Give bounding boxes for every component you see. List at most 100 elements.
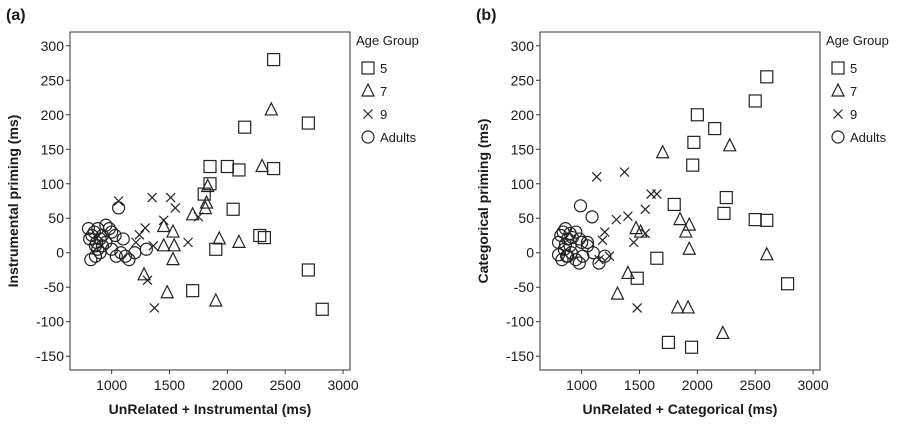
data-point-x bbox=[599, 227, 610, 237]
legend-marker-triangle bbox=[831, 82, 845, 97]
x-tick-label: 1500 bbox=[154, 377, 185, 393]
legend-marker-x bbox=[833, 109, 843, 119]
data-point-x bbox=[597, 235, 608, 246]
x-tick-label: 1500 bbox=[624, 377, 655, 393]
data-point-x bbox=[604, 251, 615, 262]
data-point-square bbox=[667, 197, 681, 212]
x-axis-title: UnRelated + Instrumental (ms) bbox=[109, 401, 312, 417]
data-point-square bbox=[315, 302, 329, 316]
data-point-x bbox=[183, 237, 193, 248]
data-point-x bbox=[651, 189, 662, 200]
x-tick-label: 2000 bbox=[682, 377, 713, 393]
legend-marker-square bbox=[361, 61, 375, 75]
data-point-x bbox=[149, 302, 160, 313]
data-point-x bbox=[640, 204, 651, 215]
data-point-square bbox=[301, 116, 315, 130]
data-point-circle bbox=[576, 249, 590, 263]
data-point-circle bbox=[105, 225, 119, 239]
data-point-x bbox=[142, 275, 153, 286]
data-point-square bbox=[220, 159, 234, 174]
legend-label: 9 bbox=[380, 107, 387, 122]
data-point-x bbox=[591, 171, 602, 182]
data-point-square bbox=[687, 135, 701, 149]
x-stroke-b bbox=[140, 222, 151, 233]
data-point-circle bbox=[572, 232, 586, 246]
data-point-square bbox=[781, 277, 795, 291]
x-stroke-b bbox=[599, 227, 610, 237]
x-axis-title: UnRelated + Categorical (ms) bbox=[583, 401, 778, 417]
data-point-triangle bbox=[681, 299, 696, 314]
y-tick-label: -100 bbox=[506, 314, 534, 330]
data-point-triangle bbox=[715, 325, 730, 340]
data-point-x bbox=[148, 240, 159, 251]
x-stroke-b bbox=[149, 302, 160, 313]
legend-title: Age Group bbox=[356, 33, 419, 48]
data-point-triangle bbox=[670, 299, 685, 314]
data-points bbox=[81, 52, 329, 316]
data-point-x bbox=[611, 214, 622, 225]
data-point-square bbox=[760, 213, 774, 227]
data-point-circle bbox=[91, 221, 105, 236]
x-tick-label: 2500 bbox=[740, 377, 771, 393]
data-point-triangle bbox=[156, 218, 171, 233]
legend-title: Age Group bbox=[826, 33, 889, 48]
x-tick-label: 1000 bbox=[566, 377, 597, 393]
data-point-square bbox=[650, 251, 664, 265]
data-point-circle bbox=[114, 246, 128, 260]
legend-marker-x bbox=[363, 109, 373, 119]
x-stroke-b bbox=[165, 192, 176, 203]
legend-marker-circle bbox=[831, 130, 845, 144]
legend-label: 7 bbox=[380, 84, 387, 99]
x-stroke-b bbox=[640, 204, 651, 215]
data-point-triangle bbox=[166, 223, 180, 238]
y-tick-label: 50 bbox=[48, 210, 64, 226]
data-point-circle bbox=[139, 242, 153, 256]
x-tick-label: 3000 bbox=[327, 377, 358, 393]
y-tick-label: 150 bbox=[511, 141, 535, 157]
data-point-x bbox=[594, 254, 604, 265]
y-tick-label: 100 bbox=[511, 176, 535, 192]
data-point-square bbox=[708, 121, 722, 136]
data-point-square bbox=[717, 206, 731, 221]
data-point-square bbox=[686, 158, 700, 172]
data-point-square bbox=[209, 242, 223, 256]
data-point-triangle bbox=[199, 194, 214, 209]
x-stroke-b bbox=[147, 192, 158, 203]
data-point-square bbox=[748, 94, 762, 108]
data-point-circle bbox=[105, 242, 119, 256]
data-point-triangle bbox=[231, 234, 246, 248]
x-stroke-b bbox=[640, 228, 651, 239]
data-point-circle bbox=[116, 232, 130, 246]
panel-label: (a) bbox=[6, 7, 26, 24]
data-point-triangle bbox=[759, 246, 774, 261]
x-stroke-b bbox=[632, 302, 643, 313]
x-stroke-b bbox=[597, 235, 608, 246]
x-stroke-b bbox=[131, 237, 141, 248]
x-tick-label: 2000 bbox=[212, 377, 243, 393]
data-point-triangle bbox=[166, 251, 180, 266]
x-stroke-b bbox=[619, 167, 630, 177]
data-point-triangle bbox=[655, 144, 670, 159]
data-point-square bbox=[257, 230, 271, 245]
legend-label: 5 bbox=[380, 61, 387, 76]
x-stroke-b bbox=[611, 214, 622, 225]
data-point-triangle bbox=[212, 230, 227, 245]
data-point-circle bbox=[118, 249, 133, 263]
x-tick-label: 1000 bbox=[96, 377, 127, 393]
panel-label: (b) bbox=[476, 7, 496, 24]
legend-label: 7 bbox=[850, 84, 857, 99]
y-tick-label: 250 bbox=[511, 72, 535, 88]
y-tick-label: 150 bbox=[41, 141, 65, 157]
y-tick-label: -50 bbox=[44, 279, 64, 295]
data-point-triangle bbox=[620, 265, 635, 280]
data-point-circle bbox=[569, 225, 583, 239]
data-point-square bbox=[684, 340, 699, 354]
data-point-x bbox=[140, 222, 151, 233]
x-stroke-b bbox=[113, 196, 124, 206]
data-point-square bbox=[203, 159, 217, 174]
x-stroke-b bbox=[183, 237, 193, 248]
data-point-circle bbox=[109, 249, 123, 263]
data-point-square bbox=[719, 190, 733, 205]
data-point-circle bbox=[111, 201, 126, 215]
y-tick-label: 100 bbox=[41, 176, 65, 192]
